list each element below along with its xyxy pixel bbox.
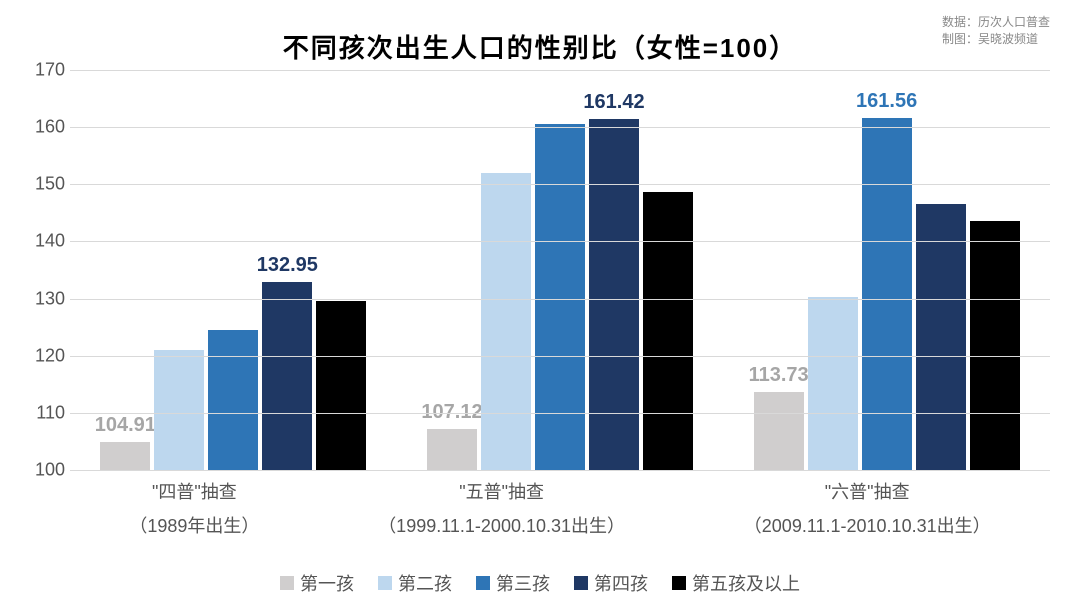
bar-group: 107.12 161.42 (427, 119, 693, 470)
legend-swatch (672, 576, 686, 590)
bar: 104.91 (100, 442, 150, 470)
x-label-line1: "四普"抽查 (129, 478, 259, 504)
y-tick-label: 120 (25, 345, 65, 366)
legend-swatch (378, 576, 392, 590)
bar (535, 124, 585, 470)
x-label-line1: "五普"抽查 (378, 478, 625, 504)
y-tick-label: 150 (25, 174, 65, 195)
legend-item: 第五孩及以上 (672, 570, 800, 596)
bar (916, 204, 966, 470)
x-label-group: "六普"抽查 （2009.11.1-2010.10.31出生） (744, 478, 991, 538)
x-label-line2: （2009.11.1-2010.10.31出生） (744, 512, 991, 538)
y-tick-label: 160 (25, 117, 65, 138)
x-axis-labels: "四普"抽查 （1989年出生） "五普"抽查 （1999.11.1-2000.10.… (70, 478, 1050, 538)
bar-value-label: 113.73 (749, 364, 809, 387)
legend-swatch (280, 576, 294, 590)
chart-container: 不同孩次出生人口的性别比（女性=100） 数据：历次人口普查 制图：吴晓波频道 … (0, 0, 1080, 608)
bar (481, 173, 531, 470)
bar-value-label: 132.95 (257, 254, 318, 277)
legend: 第一孩 第二孩 第三孩 第四孩 第五孩及以上 (0, 570, 1080, 596)
gridline (70, 70, 1050, 71)
y-tick-label: 130 (25, 288, 65, 309)
legend-item: 第三孩 (476, 570, 550, 596)
bar-group: 113.73 161.56 (754, 118, 1020, 470)
gridline (70, 470, 1050, 471)
legend-label: 第二孩 (398, 570, 452, 596)
legend-label: 第三孩 (496, 570, 550, 596)
x-label-line2: （1999.11.1-2000.10.31出生） (378, 512, 625, 538)
bar: 132.95 (262, 282, 312, 470)
bar: 107.12 (427, 429, 477, 470)
y-tick-label: 100 (25, 460, 65, 481)
gridline (70, 241, 1050, 242)
bar-groups: 104.91 132.95 107.12 161.42 113.73 161.56 (70, 70, 1050, 470)
legend-swatch (476, 576, 490, 590)
bar (808, 297, 858, 470)
legend-swatch (574, 576, 588, 590)
gridline (70, 356, 1050, 357)
x-label-group: "五普"抽查 （1999.11.1-2000.10.31出生） (378, 478, 625, 538)
legend-label: 第一孩 (300, 570, 354, 596)
bar (970, 221, 1020, 470)
bar (316, 301, 366, 470)
bar (208, 330, 258, 470)
attribution: 数据：历次人口普查 制图：吴晓波频道 (942, 14, 1050, 48)
bar: 113.73 (754, 392, 804, 470)
bar-value-label: 104.91 (95, 414, 156, 437)
y-tick-label: 140 (25, 231, 65, 252)
x-label-group: "四普"抽查 （1989年出生） (129, 478, 259, 538)
y-tick-label: 170 (25, 60, 65, 81)
gridline (70, 299, 1050, 300)
attribution-line2: 制图：吴晓波频道 (942, 31, 1050, 48)
legend-item: 第一孩 (280, 570, 354, 596)
gridline (70, 184, 1050, 185)
bar (643, 192, 693, 470)
x-label-line2: （1989年出生） (129, 512, 259, 538)
legend-item: 第四孩 (574, 570, 648, 596)
chart-title: 不同孩次出生人口的性别比（女性=100） (30, 28, 1050, 65)
attribution-line1: 数据：历次人口普查 (942, 14, 1050, 31)
bar-value-label: 161.42 (583, 91, 644, 114)
legend-label: 第五孩及以上 (692, 570, 800, 596)
y-tick-label: 110 (25, 402, 65, 423)
x-label-line1: "六普"抽查 (744, 478, 991, 504)
legend-item: 第二孩 (378, 570, 452, 596)
bar: 161.56 (862, 118, 912, 470)
bar-value-label: 161.56 (856, 90, 917, 113)
legend-label: 第四孩 (594, 570, 648, 596)
gridline (70, 127, 1050, 128)
bar (154, 350, 204, 470)
bar-group: 104.91 132.95 (100, 282, 366, 470)
gridline (70, 413, 1050, 414)
bar: 161.42 (589, 119, 639, 470)
plot-area: 104.91132.95107.12161.42113.73161.56 100… (70, 70, 1050, 470)
